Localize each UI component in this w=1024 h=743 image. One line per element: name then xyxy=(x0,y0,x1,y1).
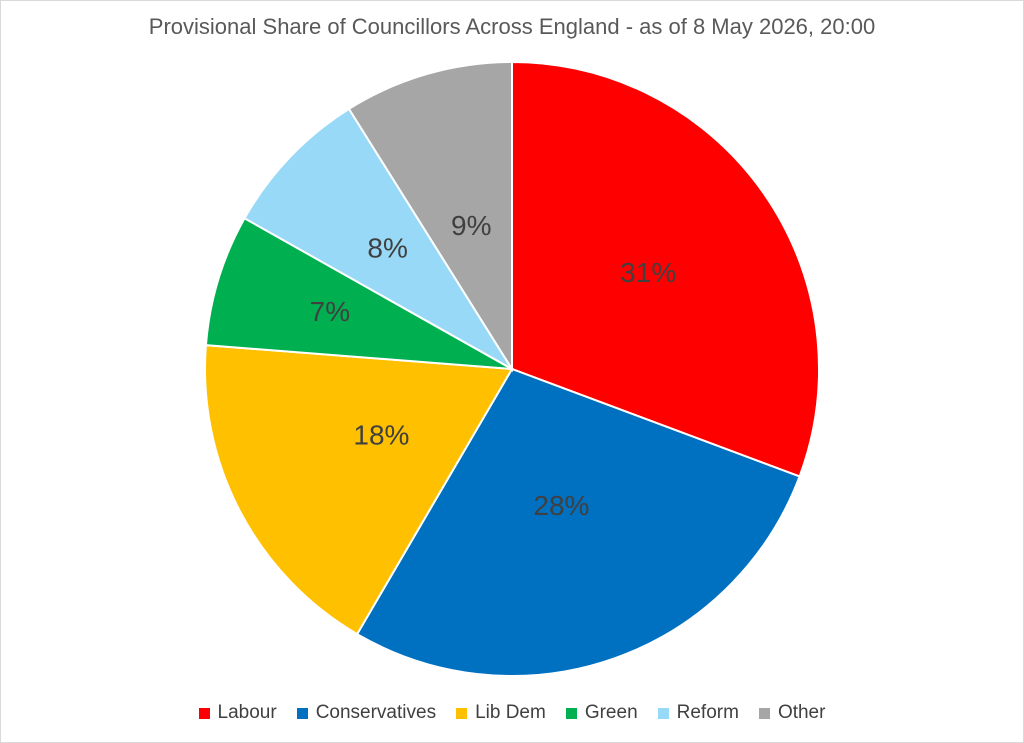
pie-slice-green xyxy=(204,216,513,370)
legend-item-lib-dem: Lib Dem xyxy=(456,702,546,724)
legend-label-lib-dem: Lib Dem xyxy=(475,702,546,723)
legend-swatch-other xyxy=(758,707,770,719)
pie-slice-other xyxy=(347,60,513,373)
data-label-lib-dem: 18% xyxy=(353,420,409,451)
legend-label-labour: Labour xyxy=(217,702,277,723)
data-label-green: 7% xyxy=(310,296,350,327)
legend-label-other: Other xyxy=(777,702,826,723)
data-label-labour: 31% xyxy=(620,257,676,288)
data-label-other: 9% xyxy=(451,210,491,241)
pie-slice-reform xyxy=(243,107,513,370)
pie-slice-labour xyxy=(511,60,820,478)
legend-item-conservatives: Conservatives xyxy=(296,702,437,724)
legend-swatch-labour xyxy=(198,707,210,719)
pie-slice-lib-dem xyxy=(204,344,514,636)
legend-item-green: Green xyxy=(565,702,638,724)
legend-item-labour: Labour xyxy=(198,702,277,724)
legend-item-reform: Reform xyxy=(657,702,739,724)
data-label-conservatives: 28% xyxy=(533,490,589,521)
legend-item-other: Other xyxy=(758,702,826,724)
data-label-reform: 8% xyxy=(367,233,407,264)
chart-title: Provisional Share of Councillors Across … xyxy=(148,14,876,39)
legend: Labour Conservatives Lib Dem Green Reform Oth… xyxy=(0,702,1024,724)
pie-slices xyxy=(204,60,820,677)
pie-labels: 31% 28% 18% 7% 8% 9% xyxy=(310,210,677,521)
legend-swatch-lib-dem xyxy=(456,707,468,719)
legend-swatch-conservatives xyxy=(296,707,308,719)
legend-label-conservatives: Conservatives xyxy=(315,702,437,723)
legend-swatch-reform xyxy=(657,707,669,719)
legend-swatch-green xyxy=(565,707,577,719)
legend-label-green: Green xyxy=(584,702,638,723)
legend-label-reform: Reform xyxy=(676,702,739,723)
